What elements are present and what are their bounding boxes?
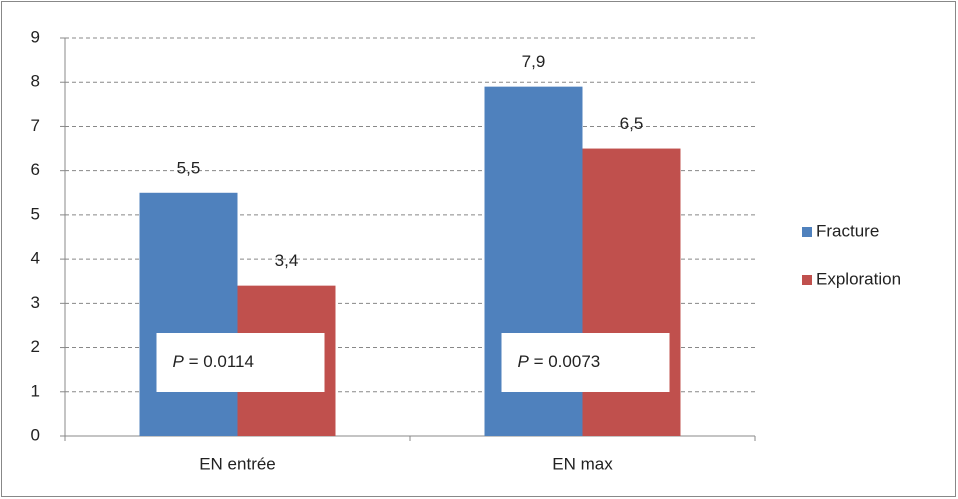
annotation-box xyxy=(501,333,670,392)
annotation: P = 0.0114 xyxy=(173,352,254,371)
legend-label: Exploration xyxy=(816,269,901,288)
y-tick-label: 9 xyxy=(31,27,40,46)
bar xyxy=(582,148,681,437)
y-tick-label: 5 xyxy=(31,204,40,223)
x-tick-label: EN max xyxy=(552,454,613,473)
value-label: 6,5 xyxy=(620,114,644,133)
value-label: 5,5 xyxy=(177,158,201,177)
y-tick-label: 2 xyxy=(31,337,40,356)
annotation-text: = 0.0114 xyxy=(189,352,254,371)
x-tick-label: EN entrée xyxy=(199,454,276,473)
y-tick-label: 3 xyxy=(31,293,40,312)
legend-swatch xyxy=(802,275,812,285)
annotation-label: P xyxy=(518,352,530,371)
legend-label: Fracture xyxy=(816,221,879,240)
bar xyxy=(139,192,238,436)
y-tick-label: 1 xyxy=(31,381,40,400)
y-tick-label: 6 xyxy=(31,160,40,179)
legend-swatch xyxy=(802,227,812,237)
y-tick-label: 0 xyxy=(31,425,40,444)
annotation-text: = 0.0073 xyxy=(534,352,601,371)
annotation-label: P xyxy=(173,352,185,371)
annotation-box xyxy=(156,333,325,392)
value-label: 7,9 xyxy=(522,52,546,71)
annotation: P = 0.0073 xyxy=(518,352,601,371)
y-tick-label: 4 xyxy=(31,249,40,268)
value-label: 3,4 xyxy=(275,251,299,270)
y-tick-label: 8 xyxy=(31,72,40,91)
y-tick-label: 7 xyxy=(31,116,40,135)
